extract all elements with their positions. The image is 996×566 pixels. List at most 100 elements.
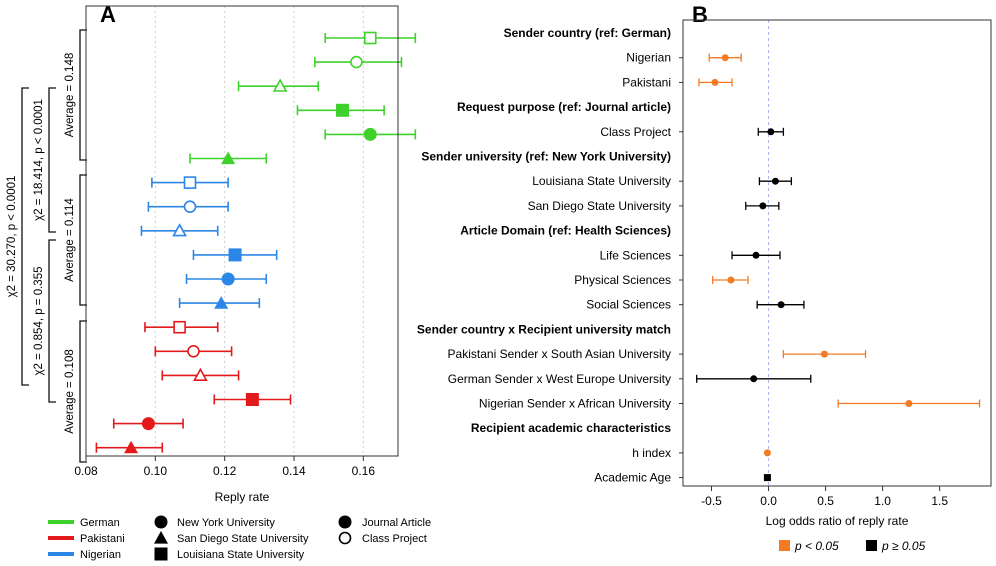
coefficient-pakistani-sender-x-south-asian-university: Pakistani Sender x South Asian Universit… [448, 347, 867, 361]
point-estimate [905, 400, 913, 407]
point-marker [173, 320, 186, 334]
bracket-label: χ2 = 18.414, p < 0.0001 [33, 99, 45, 221]
coefficient-physical-sciences: Physical Sciences [574, 273, 749, 287]
coefficient-social-sciences: Social Sciences [586, 298, 805, 312]
point-estimate [820, 350, 828, 358]
point-marker [214, 296, 229, 309]
group-average-german: Average = 0.148 [64, 29, 87, 161]
x-tick-label: -0.5 [701, 494, 722, 508]
legend-label: Nigerian [80, 549, 121, 561]
data-point-pakistani-san-diego-state-university-class-project [161, 367, 240, 382]
point-marker [141, 417, 155, 431]
panel-a-marks [95, 31, 417, 454]
legend-label: New York University [177, 517, 275, 529]
legend-label: Pakistani [80, 533, 125, 545]
coefficient-louisiana-state-university: Louisiana State University [532, 174, 793, 188]
coefficient-nigerian-sender-x-african-university: Nigerian Sender x African University [479, 397, 981, 411]
test-nigerian-vs-pakistani: χ2 = 0.854, p = 0.355 [33, 239, 56, 403]
data-point-nigerian-louisiana-state-university-class-project [151, 176, 229, 189]
point-marker [228, 248, 242, 262]
coefficient-label: German Sender x West Europe University [448, 372, 671, 386]
point-marker [272, 78, 288, 92]
data-point-german-new-york-university-journal-article [324, 127, 417, 141]
point-estimate [771, 177, 779, 185]
section-header-sender-country-x-recipient-university-match: Sender country x Recipient university ma… [417, 322, 671, 336]
point-estimate [777, 301, 785, 309]
point-marker [193, 367, 208, 382]
legend-label: p < 0.05 [794, 539, 839, 553]
legend-shape-new-york-university: New York University [154, 515, 275, 529]
coefficient-label: Pakistani Sender x South Asian Universit… [448, 347, 671, 361]
panel-b-rows: Sender country (ref: German) Nigerian Paki… [417, 26, 981, 485]
coefficient-life-sciences: Life Sciences [600, 248, 781, 262]
panel-a-x-axis: 0.08 0.10 0.12 0.14 0.16 [74, 456, 375, 478]
data-point-nigerian-louisiana-state-university-journal-article [192, 248, 278, 262]
data-point-german-louisiana-state-university-journal-article [296, 103, 385, 117]
legend-not-significant: p ≥ 0.05 [866, 539, 926, 553]
panel-a-legend: German Pakistani Nigerian New York Universi… [48, 515, 431, 561]
bracket-label: χ2 = 30.270, p < 0.0001 [6, 176, 18, 298]
data-point-pakistani-new-york-university-journal-article [112, 417, 184, 431]
coefficient-san-diego-state-university: San Diego State University [528, 199, 780, 213]
legend-swatch [779, 540, 790, 551]
panel-a-frame [85, 5, 399, 457]
coefficient-nigerian: Nigerian [626, 51, 742, 65]
bracket-line [79, 320, 87, 463]
bracket-label: Average = 0.148 [64, 53, 76, 138]
data-point-nigerian-san-diego-state-university-class-project [140, 223, 219, 237]
x-tick-label: 0.5 [817, 494, 834, 508]
bracket-line [21, 87, 29, 386]
legend-label: German [80, 517, 120, 529]
legend-marker [338, 531, 352, 545]
legend-label: Class Project [362, 533, 427, 545]
coefficient-label: h index [632, 446, 671, 460]
coefficient-label: Pakistani [622, 75, 671, 89]
legend-swatch [866, 540, 877, 551]
panel-b-x-axis-label: Log odds ratio of reply rate [766, 514, 909, 528]
x-tick-label: 0.14 [282, 464, 306, 478]
point-marker [221, 272, 235, 286]
point-marker [187, 344, 200, 358]
point-marker [124, 440, 139, 454]
x-tick-label: 0.0 [760, 494, 777, 508]
point-marker [245, 393, 259, 406]
bracket-label: Average = 0.108 [64, 349, 76, 434]
coefficient-label: San Diego State University [528, 199, 671, 213]
legend-shape-san-diego-state-university: San Diego State University [154, 531, 309, 545]
legend-shape-louisiana-state-university: Louisiana State University [154, 547, 305, 561]
point-marker [336, 103, 350, 117]
x-tick-label: 1.0 [874, 494, 891, 508]
data-point-german-louisiana-state-university-class-project [324, 31, 417, 45]
coefficient-label: Social Sciences [586, 298, 671, 312]
x-tick-label: 0.12 [213, 464, 237, 478]
point-marker [183, 200, 197, 213]
coefficient-label: Life Sciences [600, 248, 671, 262]
point-estimate [711, 78, 719, 86]
coefficient-h-index: h index [632, 446, 771, 460]
x-tick-label: 0.16 [352, 464, 376, 478]
legend-color-nigerian: Nigerian [48, 549, 121, 561]
point-estimate [750, 375, 758, 383]
coefficient-label: Louisiana State University [532, 174, 671, 188]
data-point-pakistani-louisiana-state-university-journal-article [213, 393, 292, 406]
data-point-pakistani-louisiana-state-university-class-project [144, 320, 219, 334]
coefficient-academic-age: Academic Age [594, 471, 771, 485]
point-marker [363, 31, 377, 45]
point-estimate [759, 202, 767, 210]
panel-b-x-axis: -0.5 0.0 0.5 1.0 1.5 [701, 486, 948, 508]
legend-color-german: German [48, 517, 120, 529]
panel-b-frame [682, 19, 992, 487]
data-point-pakistani-san-diego-state-university-journal-article [95, 440, 164, 454]
section-header-article-domain-ref-health-sciences: Article Domain (ref: Health Sciences) [460, 224, 671, 238]
group-average-nigerian: Average = 0.114 [64, 174, 87, 306]
point-estimate [763, 449, 771, 457]
legend-label: Journal Article [362, 517, 431, 529]
legend-fill-journal-article: Journal Article [338, 515, 431, 529]
coefficient-class-project: Class Project [600, 125, 785, 139]
x-tick-label: 1.5 [931, 494, 948, 508]
data-point-german-san-diego-state-university-class-project [237, 78, 320, 92]
coefficient-label: Physical Sciences [574, 273, 671, 287]
legend-marker [154, 515, 168, 529]
panel-b-legend: p < 0.05 p ≥ 0.05 [779, 539, 926, 553]
